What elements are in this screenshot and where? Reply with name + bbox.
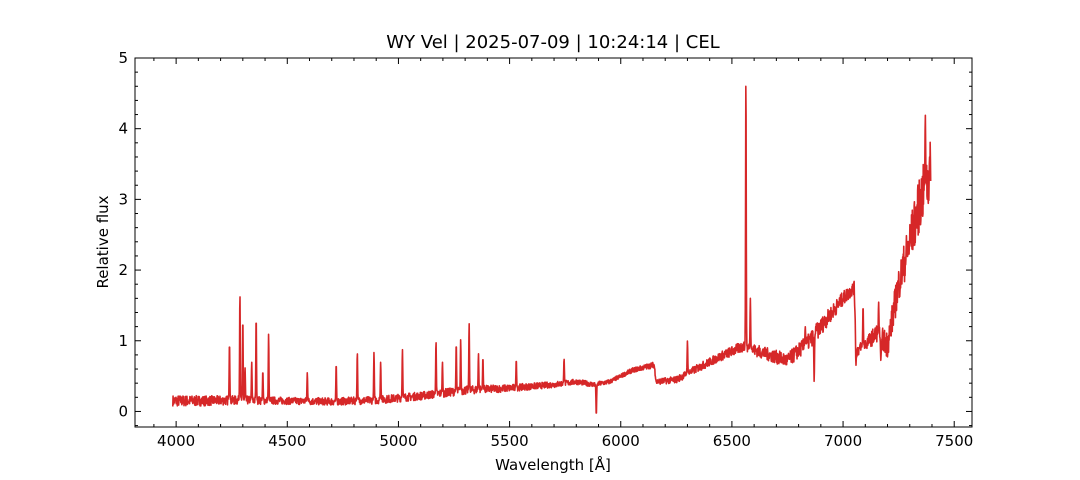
y-tick-label: 5	[118, 49, 128, 67]
x-tick-label: 7500	[935, 432, 973, 450]
axis-ticks: 4000 4500 5000 5500 6000 6500 7000 7500 0 1 2 3 4 5	[118, 49, 973, 450]
x-tick-label: 5000	[379, 432, 417, 450]
x-axis-label: Wavelength [Å]	[495, 455, 611, 474]
x-tick-label: 6000	[602, 432, 640, 450]
chart-title: WY Vel | 2025-07-09 | 10:24:14 | CEL	[386, 32, 719, 53]
x-tick-label: 6500	[713, 432, 751, 450]
plot-frame	[134, 57, 973, 428]
y-tick-label: 1	[118, 332, 128, 350]
y-tick-label: 0	[118, 402, 128, 420]
spectrum-line	[171, 85, 932, 414]
x-tick-label: 7000	[824, 432, 862, 450]
y-tick-label: 2	[118, 261, 128, 279]
y-tick-label: 4	[118, 120, 128, 138]
y-axis-label: Relative flux	[94, 195, 112, 288]
plot-area	[171, 85, 932, 414]
x-tick-label: 4500	[268, 432, 306, 450]
y-tick-label: 3	[118, 190, 128, 208]
x-tick-label: 5500	[490, 432, 528, 450]
x-tick-label: 4000	[157, 432, 195, 450]
